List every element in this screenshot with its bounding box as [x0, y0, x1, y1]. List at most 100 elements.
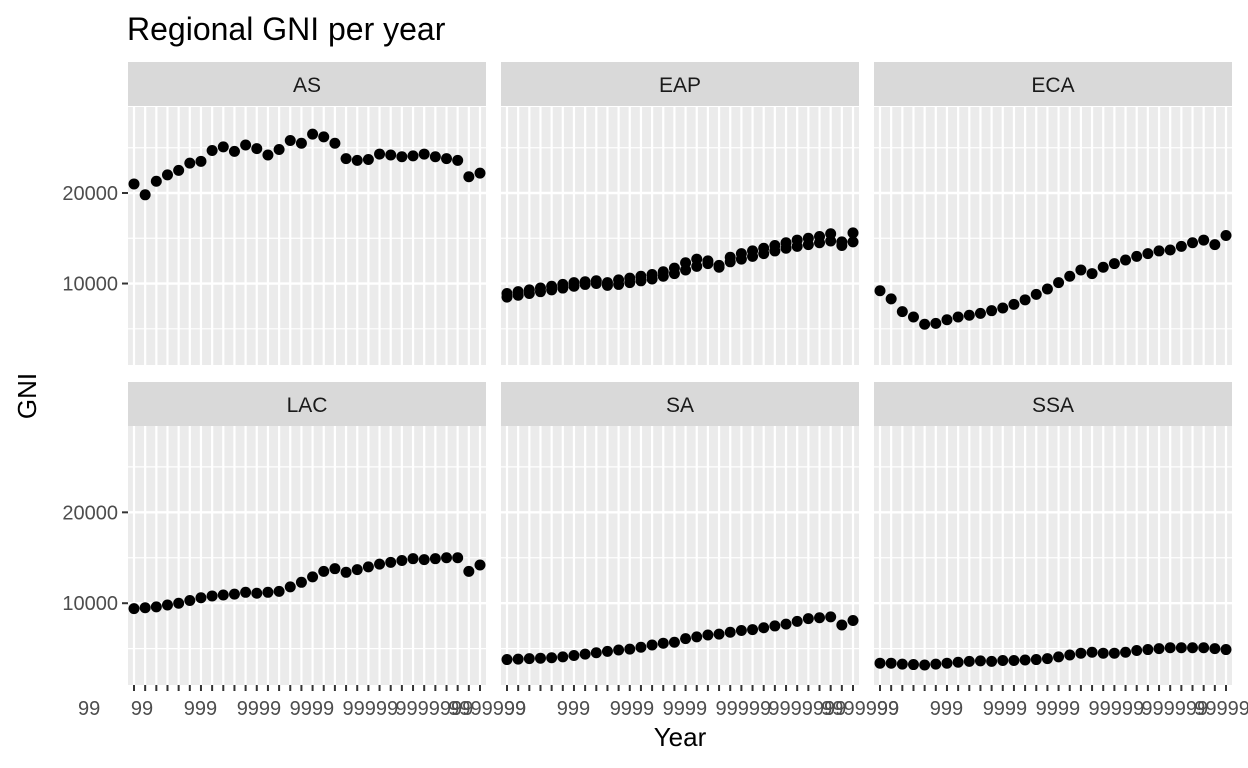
data-point-eca	[1153, 245, 1165, 257]
facet-strip-label: LAC	[287, 394, 328, 417]
data-point-sa	[546, 652, 558, 664]
x-tick-label: 999	[184, 698, 217, 720]
x-tick-label: 999999	[1141, 698, 1208, 720]
data-point-eap-b	[546, 280, 558, 292]
panel-background	[874, 426, 1232, 685]
data-point-as	[228, 145, 240, 157]
data-point-eap-b	[780, 237, 792, 249]
data-point-eca	[1097, 261, 1109, 273]
data-point-eap-b	[668, 262, 680, 274]
data-point-eap-b	[590, 275, 602, 287]
data-point-eap-b	[523, 284, 535, 296]
data-point-lac	[407, 553, 419, 565]
facet-panel-eca: ECA	[874, 62, 1232, 365]
data-point-sa	[624, 643, 636, 655]
facet-strip	[874, 382, 1232, 426]
data-point-eca	[1142, 248, 1154, 260]
data-point-sa	[657, 637, 669, 649]
data-point-eca	[1019, 294, 1031, 306]
data-point-ssa	[1198, 642, 1210, 654]
data-point-eap-b	[534, 282, 546, 294]
data-point-as	[184, 157, 196, 169]
data-point-sa	[780, 618, 792, 630]
data-point-ssa	[1030, 654, 1042, 666]
data-point-ssa	[885, 657, 897, 669]
y-tick-label: 10000	[62, 593, 118, 615]
data-point-ssa	[1053, 651, 1065, 663]
data-point-as	[251, 143, 263, 155]
data-point-ssa	[1142, 644, 1154, 656]
data-point-lac	[418, 554, 430, 566]
data-point-lac	[340, 566, 352, 578]
data-point-eap-b	[769, 240, 781, 252]
data-point-eap-b	[735, 248, 747, 260]
data-point-eap-b	[747, 245, 759, 257]
data-point-sa	[836, 619, 848, 631]
data-point-lac	[139, 602, 151, 614]
x-axis-title: Year	[654, 722, 707, 752]
data-point-lac	[295, 576, 307, 588]
data-point-ssa	[1075, 647, 1087, 659]
x-tick-label: 99	[78, 698, 100, 720]
data-point-as	[150, 175, 162, 187]
data-point-lac	[374, 558, 386, 570]
data-point-ssa	[930, 658, 942, 670]
data-point-eca	[1209, 239, 1221, 251]
x-tick-label: 9999	[983, 698, 1027, 720]
x-tick-label: 9999	[1036, 698, 1081, 720]
data-point-eca	[941, 314, 953, 326]
facet-strip-label: SA	[666, 394, 694, 417]
data-point-eca	[885, 293, 897, 305]
data-point-as	[452, 154, 464, 166]
data-point-lac	[128, 603, 140, 615]
data-point-as	[418, 148, 430, 160]
facet-panel-ssa: SSA999999999999999999999999999999999	[824, 382, 1248, 720]
data-point-sa	[668, 636, 680, 648]
data-point-lac	[441, 552, 453, 564]
data-point-ssa	[1220, 644, 1232, 656]
data-point-lac	[474, 559, 486, 571]
data-point-eap-b	[713, 261, 725, 273]
data-point-ssa	[1097, 647, 1109, 659]
data-point-ssa	[1019, 654, 1031, 666]
data-point-eca	[1075, 264, 1087, 276]
chart-title: Regional GNI per year	[127, 11, 446, 47]
data-point-sa	[791, 615, 803, 627]
data-point-sa	[590, 647, 602, 659]
data-point-lac	[217, 589, 229, 601]
x-tick-label: 99	[877, 698, 899, 720]
data-point-eap-b	[814, 230, 826, 242]
x-tick-label: 99999	[343, 698, 399, 720]
data-point-sa	[635, 641, 647, 653]
facet-strip	[128, 62, 486, 106]
data-point-eap-b	[758, 242, 770, 254]
data-point-eap-b	[836, 236, 848, 248]
data-point-eap-b	[847, 227, 859, 239]
data-point-eap-b	[512, 286, 524, 298]
data-point-eca	[963, 309, 975, 321]
y-tick-label: 20000	[62, 183, 118, 205]
data-point-lac	[307, 571, 319, 583]
data-point-ssa	[1108, 647, 1120, 659]
data-point-sa	[847, 614, 859, 626]
data-point-eap-b	[557, 278, 569, 290]
data-point-eca	[1030, 288, 1042, 300]
data-point-sa	[680, 633, 692, 645]
data-point-as	[295, 137, 307, 149]
data-point-eca	[896, 306, 908, 318]
data-point-eca	[1175, 240, 1187, 252]
data-point-sa	[724, 626, 736, 638]
facet-strip-label: AS	[293, 74, 321, 97]
data-point-eca	[1086, 268, 1098, 280]
data-point-lac	[206, 590, 218, 602]
x-tick-label: 9999999	[821, 698, 899, 720]
x-tick-label: 9999	[290, 698, 335, 720]
data-point-lac	[284, 581, 296, 593]
data-point-lac	[362, 561, 374, 573]
data-point-ssa	[1164, 642, 1176, 654]
data-point-as	[139, 189, 151, 201]
x-tick-label: 99999	[716, 698, 772, 720]
